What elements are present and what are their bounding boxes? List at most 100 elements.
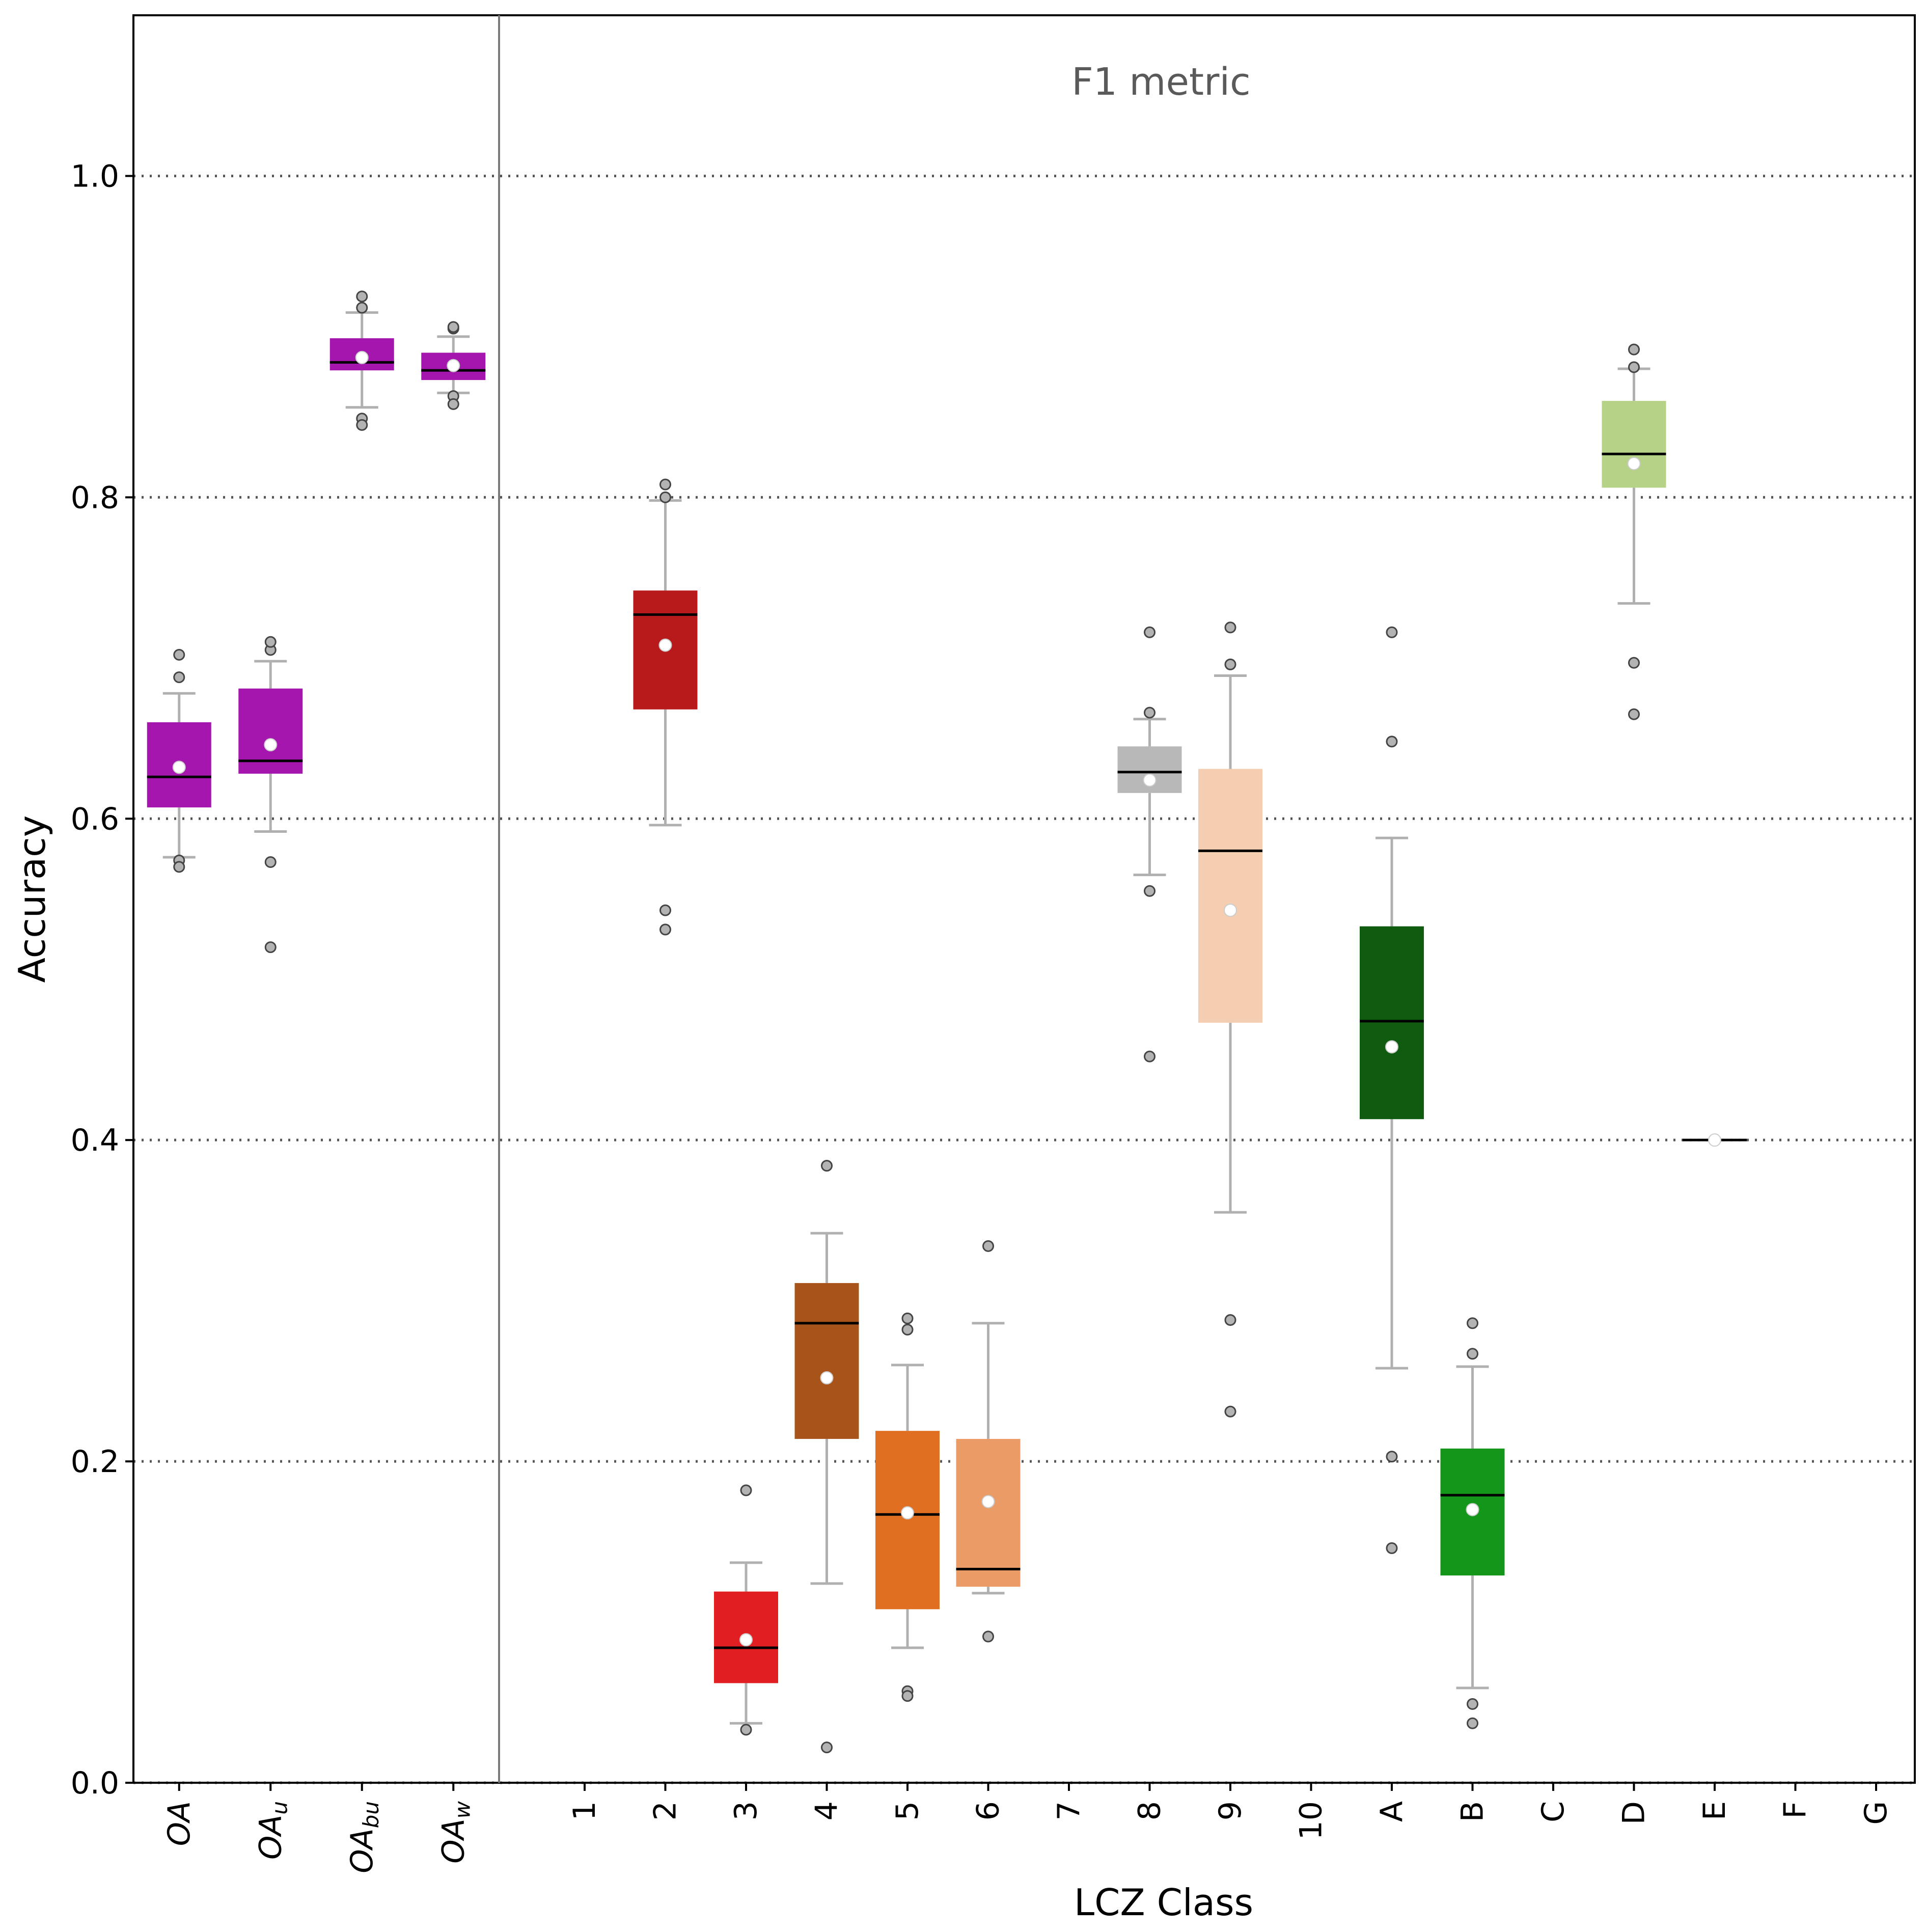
x-tick-label-main: OA — [435, 1818, 471, 1863]
boxplot-oabu — [329, 290, 394, 431]
outlier-point — [264, 636, 277, 648]
boxplot-d — [1602, 343, 1666, 720]
boxplot-9 — [1198, 621, 1262, 1418]
box-iqr — [1602, 401, 1666, 488]
box-iqr — [794, 1283, 859, 1439]
x-tick-label-main: OA — [161, 1801, 197, 1846]
y-tick-label: 0.2 — [71, 1444, 119, 1480]
mean-marker — [981, 1494, 995, 1508]
x-tick-label: 3 — [728, 1801, 764, 1820]
boxplot-4 — [794, 1160, 859, 1754]
boxplot-6 — [956, 1240, 1021, 1643]
mean-marker — [1224, 904, 1237, 917]
x-tick-label-main: OA — [253, 1815, 288, 1860]
outlier-point — [356, 290, 368, 303]
outlier-point — [821, 1741, 833, 1754]
mean-marker — [264, 738, 278, 752]
outlier-point — [1628, 657, 1640, 669]
mean-marker — [447, 359, 460, 372]
outlier-point — [1386, 626, 1398, 638]
boxplot-e — [1683, 1133, 1747, 1147]
mean-marker — [1385, 1040, 1398, 1054]
outlier-point — [740, 1484, 752, 1496]
mean-marker — [172, 760, 186, 774]
boxplot-oau — [238, 636, 303, 954]
x-tick-label: 8 — [1132, 1801, 1168, 1820]
outlier-point — [173, 671, 185, 684]
x-tick-label: B — [1455, 1801, 1491, 1822]
outlier-point — [659, 491, 671, 503]
outlier-point — [740, 1724, 752, 1736]
outlier-point — [1144, 885, 1155, 897]
boxplot-8 — [1117, 626, 1182, 1063]
x-tick-label: OAw — [435, 1801, 475, 1863]
outlier-point — [901, 1323, 914, 1336]
mean-marker — [1627, 457, 1641, 471]
outlier-point — [1144, 706, 1155, 719]
outlier-point — [264, 856, 277, 868]
x-tick-label: OAbu — [344, 1801, 383, 1873]
outlier-point — [1467, 1317, 1478, 1329]
x-tick-label-subscript: w — [450, 1801, 475, 1818]
x-tick-label: F — [1778, 1801, 1813, 1819]
mean-marker — [901, 1506, 914, 1520]
x-tick-label: D — [1616, 1801, 1652, 1825]
chart-annotation: F1 metric — [1071, 60, 1250, 104]
x-tick-label: 6 — [971, 1801, 1006, 1820]
outlier-point — [1224, 621, 1236, 634]
boxplot-3 — [714, 1484, 778, 1736]
boxplot-b — [1440, 1317, 1505, 1729]
y-tick-label: 1.0 — [71, 158, 119, 194]
box-iqr — [956, 1438, 1021, 1587]
x-tick-label: 4 — [809, 1801, 845, 1820]
x-tick-label: A — [1374, 1801, 1410, 1822]
x-tick-label-subscript: u — [267, 1801, 292, 1815]
x-tick-label: OAu — [253, 1801, 292, 1860]
x-tick-label: 7 — [1051, 1801, 1087, 1820]
x-tick-label: 10 — [1294, 1801, 1329, 1840]
outlier-point — [659, 923, 671, 936]
outlier-point — [901, 1312, 914, 1324]
outlier-point — [982, 1240, 994, 1252]
outlier-point — [447, 321, 459, 333]
y-axis: 0.0 0.2 0.4 0.6 0.8 1.0 — [71, 158, 133, 1801]
mean-marker — [820, 1371, 834, 1385]
mean-marker — [1143, 773, 1157, 787]
mean-marker — [658, 638, 672, 652]
boxplot-oa — [147, 649, 211, 873]
boxplot-a — [1360, 626, 1424, 1554]
outlier-point — [1144, 626, 1155, 638]
mean-marker — [1708, 1133, 1721, 1147]
x-tick-label: 2 — [648, 1801, 683, 1820]
outlier-point — [1144, 1050, 1155, 1063]
outlier-point — [356, 302, 368, 314]
outlier-point — [264, 941, 277, 954]
x-tick-label: OA — [161, 1801, 197, 1846]
plot-frame — [132, 14, 1916, 1784]
x-axis-title: LCZ Class — [1074, 1881, 1253, 1924]
y-tick-label: 0.8 — [71, 480, 119, 515]
outlier-point — [173, 649, 185, 661]
outlier-point — [1628, 361, 1640, 373]
outlier-point — [982, 1630, 994, 1643]
outlier-point — [659, 904, 671, 916]
outlier-point — [1224, 1405, 1236, 1418]
y-tick-label: 0.6 — [71, 801, 119, 837]
outlier-point — [447, 398, 459, 410]
x-tick-label: 9 — [1213, 1801, 1248, 1820]
boxplot-oaw — [421, 321, 486, 410]
outlier-point — [173, 861, 185, 873]
box-iqr — [238, 688, 303, 774]
y-tick-label: 0.0 — [71, 1765, 119, 1801]
outlier-point — [1224, 1314, 1236, 1326]
outlier-point — [1386, 1542, 1398, 1554]
outlier-point — [1467, 1717, 1478, 1729]
x-tick-label: 1 — [567, 1801, 602, 1820]
outlier-point — [1386, 1451, 1398, 1463]
y-axis-title: Accuracy — [11, 815, 53, 983]
mean-marker — [355, 350, 369, 364]
outlier-point — [1467, 1348, 1478, 1360]
outlier-point — [1628, 343, 1640, 356]
y-tick-label: 0.4 — [71, 1123, 119, 1158]
